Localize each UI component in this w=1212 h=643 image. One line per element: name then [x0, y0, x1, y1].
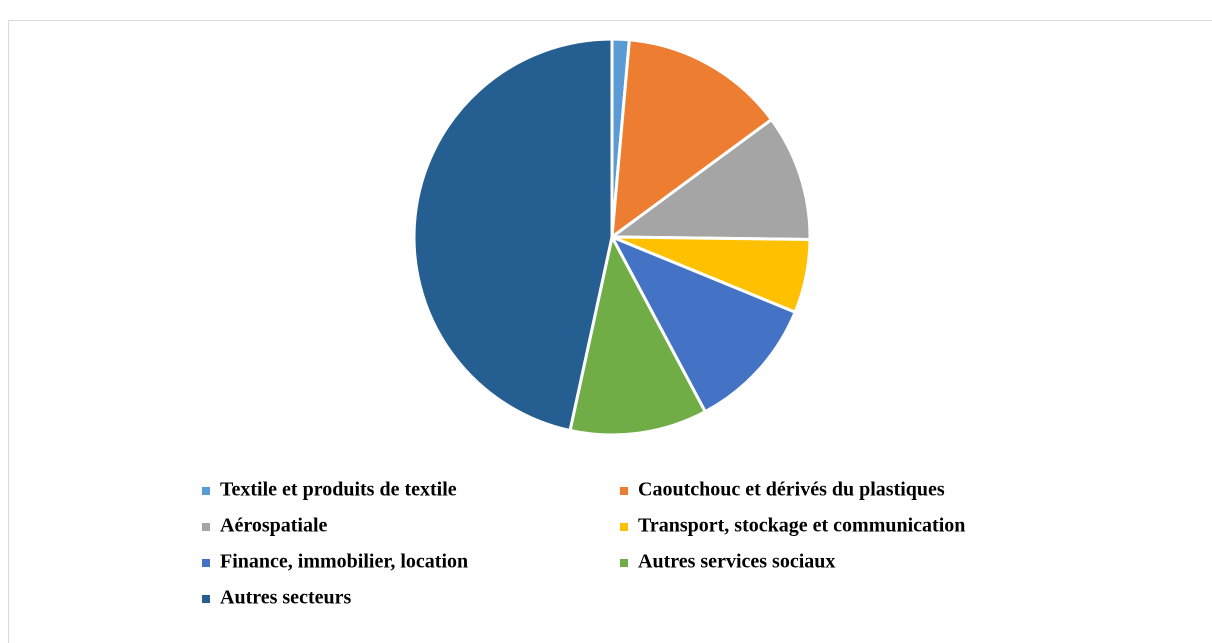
- pie-slice: [610, 38, 774, 241]
- legend-label: Finance, immobilier, location: [220, 551, 468, 573]
- legend-label: Aérospatiale: [220, 515, 328, 537]
- legend-label: Autres secteurs: [220, 587, 351, 609]
- legend-label: Transport, stockage et communication: [638, 515, 965, 537]
- legend-swatch: [202, 559, 210, 567]
- pie-slice: [608, 234, 798, 414]
- legend-label: Autres services sociaux: [638, 551, 835, 573]
- legend-swatch: [620, 559, 628, 567]
- legend-label: Caoutchouc et dérivés du plastiques: [638, 479, 945, 501]
- pie-slice: [568, 232, 708, 437]
- legend-swatch: [202, 595, 210, 603]
- pie-slice: [412, 37, 614, 433]
- legend-swatch: [202, 523, 210, 531]
- legend-label: Textile et produits de textile: [220, 479, 457, 501]
- chart-frame: [8, 20, 1212, 643]
- legend-swatch: [620, 523, 628, 531]
- legend-swatch: [202, 487, 210, 495]
- pie-slice: [607, 117, 812, 242]
- legend-swatch: [620, 487, 628, 495]
